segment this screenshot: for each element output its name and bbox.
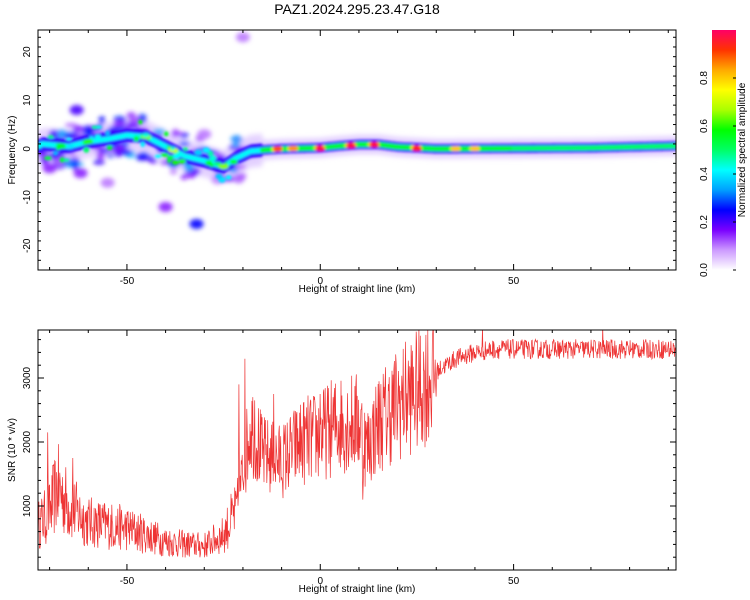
snr-y-axis: 1000 2000 3000 (22, 339, 676, 571)
spectrogram-hotspot (218, 164, 229, 170)
snr-series-line (38, 330, 676, 558)
colorbar-label: Normalized spectral amplitude (737, 82, 748, 217)
colorbar: 0.0 0.2 0.4 0.6 0.8 Normalized spectral ampl… (699, 30, 748, 277)
x-tick-label: -50 (120, 276, 135, 287)
colorbar-ticks: 0.0 0.2 0.4 0.6 0.8 (699, 71, 736, 277)
colorbar-gradient (712, 30, 736, 270)
snr-x-axis: -50 0 50 (49, 330, 669, 587)
x-tick-label: 50 (508, 576, 520, 587)
spectrogram-panel: -50 0 50 -20 -10 0 10 20 Height of straight li… (7, 29, 677, 295)
spectrogram-patch (197, 129, 212, 140)
spectrogram-y-axis: -20 -10 0 10 20 (22, 36, 676, 271)
colorbar-tick-label: 0.8 (699, 71, 710, 85)
y-tick-label: 1000 (22, 494, 33, 517)
y-tick-label: 20 (22, 46, 33, 58)
spectrogram-hotspot (272, 146, 283, 152)
spectrogram-hotspot (469, 146, 480, 152)
colorbar-tick-label: 0.6 (699, 119, 710, 133)
figure-title: PAZ1.2024.295.23.47.G18 (274, 1, 440, 17)
y-tick-label: 3000 (22, 366, 33, 389)
spectrogram-hotspot (315, 146, 326, 152)
spectrogram-patch (100, 177, 115, 188)
spectrogram-y-label: Frequency (Hz) (7, 116, 18, 185)
spectrogram-patch (73, 168, 88, 179)
y-tick-label: 10 (22, 94, 33, 106)
y-tick-label: 2000 (22, 430, 33, 453)
snr-x-label: Height of straight line (km) (299, 584, 416, 595)
spectrogram-hotspot (83, 139, 94, 145)
spectrogram-patch (69, 105, 84, 115)
spectrogram-x-label: Height of straight line (km) (299, 284, 416, 295)
spectrogram-hotspot (346, 143, 357, 149)
y-tick-label: -20 (22, 238, 33, 253)
y-tick-label: 0 (22, 146, 33, 152)
x-tick-label: -50 (120, 576, 135, 587)
colorbar-tick-label: 0.0 (699, 263, 710, 277)
y-tick-label: -10 (22, 190, 33, 205)
spectrogram-image (38, 32, 676, 229)
colorbar-tick-label: 0.2 (699, 215, 710, 229)
spectrogram-patch (189, 218, 204, 229)
spectrogram-hotspot (369, 142, 380, 148)
spectrogram-patch (235, 32, 250, 43)
spectrogram-x-axis: -50 0 50 (49, 30, 669, 287)
snr-y-label: SNR (10 * v/v) (7, 418, 18, 482)
spectrogram-patch (42, 163, 57, 174)
spectrogram-hotspot (288, 145, 299, 151)
spectrogram-core (38, 119, 676, 183)
colorbar-tick-label: 0.4 (699, 167, 710, 181)
spectrogram-hotspot (450, 146, 461, 152)
x-tick-label: 50 (508, 276, 520, 287)
snr-panel: -50 0 50 1000 2000 3000 Height of straight l… (7, 329, 677, 595)
x-tick-label: 0 (317, 576, 323, 587)
spectrogram-hotspot (411, 146, 422, 152)
spectrogram-patch (158, 201, 173, 212)
x-tick-label: 0 (317, 276, 323, 287)
